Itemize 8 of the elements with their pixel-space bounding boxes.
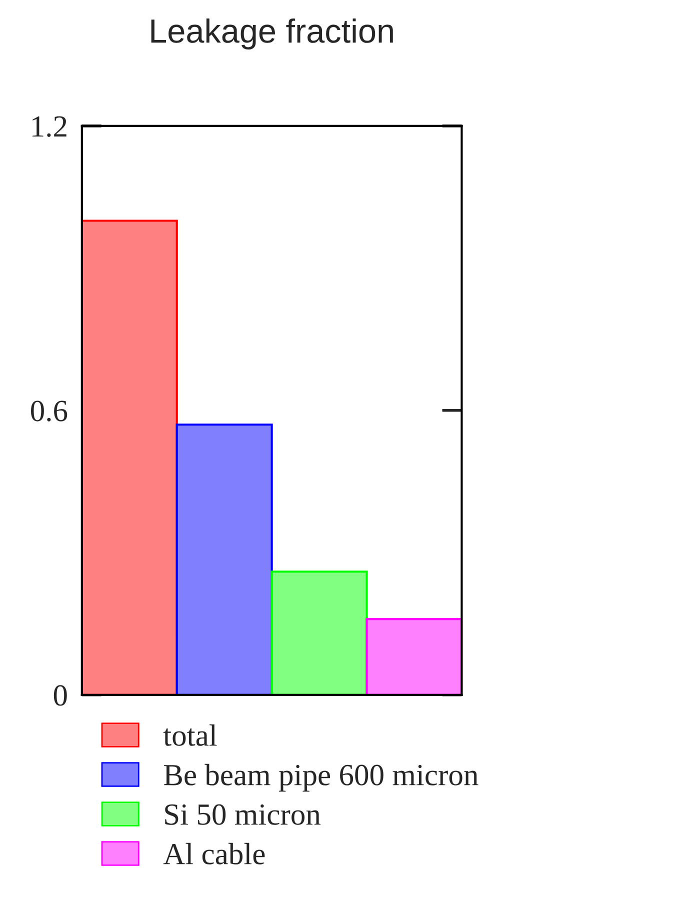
y-tick-label: 0 (54, 685, 67, 706)
legend-label: Al cable (163, 842, 265, 864)
legend-label: total (163, 724, 217, 746)
y-tick-label: 0.6 (31, 400, 68, 422)
y-tick-label: 1.2 (32, 116, 66, 137)
legend-label: Si 50 micron (165, 804, 320, 825)
legend-label: Be beam pipe 600 micron (164, 764, 478, 792)
chart-title: Leakage fraction (151, 18, 393, 50)
